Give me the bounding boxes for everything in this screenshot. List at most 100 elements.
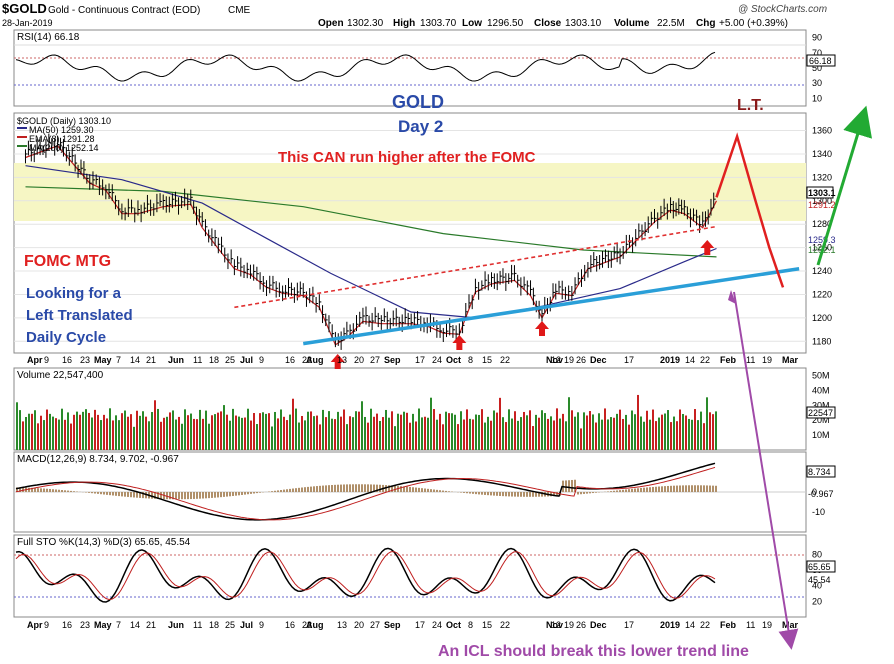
x-tick-label: 18 [209,355,219,365]
macd-hist-bar [238,492,240,496]
cycle-low-arrow [535,321,549,336]
x-tick-label: Aug [306,620,324,630]
x-tick-label: 19 [762,355,772,365]
volume-bar [178,416,180,450]
volume-bar [172,410,174,450]
volume-bar [454,414,456,450]
macd-hist-bar [700,485,702,492]
macd-hist-bar [580,492,582,495]
macd-hist-bar [22,487,24,492]
rsi-tick-label: 70 [812,48,822,58]
x-tick-label: Apr [27,620,43,630]
macd-hist-bar [85,492,87,493]
rsi-tick-label: 90 [812,33,822,43]
x-tick-label: 2019 [660,355,680,365]
volume-bar [49,413,51,450]
macd-hist-bar [469,492,471,494]
macd-hist-bar [103,492,105,495]
volume-bar [658,417,660,450]
volume-bar [712,414,714,450]
x-tick-label: 24 [432,620,442,630]
macd-hist-bar [607,491,609,492]
macd-hist-bar [385,485,387,492]
volume-bar [349,416,351,450]
x-tick-label: 14 [130,620,140,630]
volume-bar [370,408,372,450]
x-tick-label: Dec [590,355,607,365]
volume-bar [529,410,531,450]
volume-bar [358,411,360,450]
macd-hist-bar [277,490,279,492]
volume-bar [418,408,420,450]
volume-bar [607,419,609,450]
volume-bar [571,410,573,450]
x-tick-label: Sep [384,620,401,630]
x-tick-label: 12 [551,355,561,365]
macd-hist-bar [475,492,477,495]
macd-hist-bar [289,488,291,492]
macd-hist-bar [34,487,36,492]
macd-hist-bar [460,492,462,493]
macd-hist-bar [649,487,651,492]
volume-bar [433,409,435,450]
volume-tick-label: 10M [812,430,830,440]
volume-bar [484,422,486,450]
price-tick-label: 1300 [812,196,832,206]
macd-histogram [16,479,717,500]
macd-hist-bar [634,488,636,492]
volume-bar [319,424,321,450]
rsi-label: RSI(14) 66.18 [17,32,80,43]
volume-bar [106,418,108,450]
volume-bar [502,417,504,450]
cycle-low-arrow [452,335,467,350]
macd-hist-bar [592,492,594,494]
macd-hist-bar [70,490,72,492]
volume-bar [436,419,438,450]
volume-bar [580,428,582,450]
x-tick-label: 22 [500,620,510,630]
macd-hist-bar [235,492,237,496]
volume-bar [346,424,348,450]
volume-bar [223,405,225,450]
volume-bar [193,418,195,450]
macd-hist-bar [463,492,465,493]
macd-hist-bar [436,489,438,492]
volume-bar [589,411,591,450]
macd-hist-bar [421,488,423,492]
macd-hist-bar [151,492,153,499]
volume-bar [262,412,264,450]
annotation-looking-3: Daily Cycle [26,329,106,346]
green-up-arrow [816,105,872,266]
volume-bar [112,420,114,450]
close-value: 1303.10 [565,18,602,29]
rsi-value-tag [806,54,836,67]
x-tick-label: Nov [546,355,563,365]
x-tick-label: 9 [44,355,49,365]
x-tick-label: Mar [782,355,799,365]
macd-hist-bar [481,492,483,495]
macd-hist-bar [532,492,534,497]
volume-bar [697,420,699,450]
volume-bar [16,402,18,450]
volume-bar [325,417,327,450]
macd-hist-bar [538,492,540,497]
volume-bar [271,426,273,450]
volume-bar [202,418,204,450]
macd-hist-bar [553,492,555,497]
x-tick-label: 17 [415,620,425,630]
volume-bar [472,419,474,450]
x-tick-label: 8 [468,620,473,630]
volume-label: Volume 22,547,400 [17,370,104,381]
volume-bar [289,414,291,450]
volume-bar [280,409,282,450]
macd-hist-bar [67,490,69,492]
volume-bar [466,409,468,450]
volume-bar [37,423,39,450]
x-tick-label: Jun [168,355,184,365]
price-tick-label: 1360 [812,126,832,136]
x-tick-label: 11 [193,355,202,365]
volume-bar [142,411,144,450]
symbol: $GOLD [2,1,47,16]
x-tick-label: 23 [80,355,90,365]
